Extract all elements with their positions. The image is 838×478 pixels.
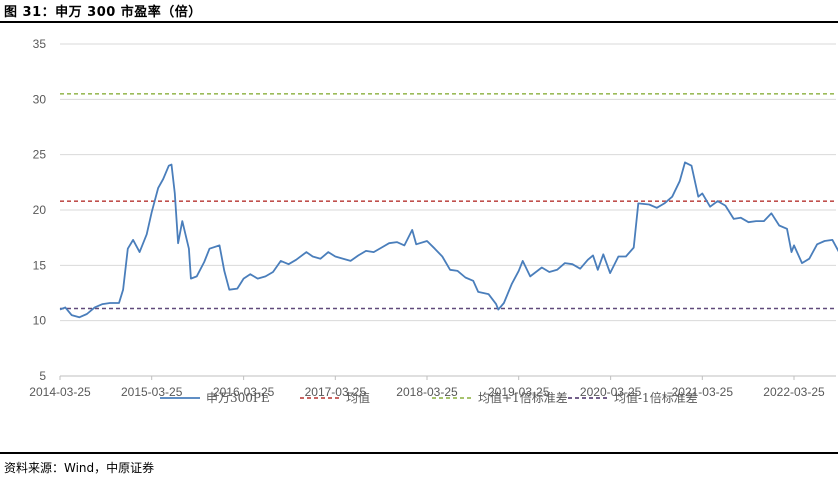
x-tick-label: 2014-03-25 xyxy=(29,385,91,399)
y-axis: 5 10 15 20 25 30 35 xyxy=(33,37,47,383)
y-tick-label: 10 xyxy=(33,314,47,328)
y-tick-label: 35 xyxy=(33,37,47,51)
y-tick-label: 20 xyxy=(33,203,47,217)
x-tick-label: 2022-03-25 xyxy=(763,385,825,399)
bottom-rule xyxy=(0,452,838,454)
pe-series xyxy=(59,161,838,319)
legend-label-3: 均值-1倍标准差 xyxy=(614,390,698,405)
y-tick-label: 15 xyxy=(33,258,47,272)
x-tick-label: 2016-03-25 xyxy=(213,385,275,399)
y-tick-label: 5 xyxy=(39,369,46,383)
legend-label-1: 均值 xyxy=(346,390,370,405)
x-tick-label: 2020-03-25 xyxy=(580,385,642,399)
pe-series-line xyxy=(59,161,838,319)
y-tick-label: 30 xyxy=(33,92,47,106)
x-tick-label: 2018-03-25 xyxy=(396,385,458,399)
x-tick-label: 2017-03-25 xyxy=(305,385,367,399)
y-tick-label: 25 xyxy=(33,148,47,162)
x-tick-label: 2015-03-25 xyxy=(121,385,183,399)
x-axis: 2014-03-25 2015-03-25 2016-03-25 2017-03-25… xyxy=(29,375,836,399)
legend: 申万300PE 均值 均值+1倍标准差 均值-1倍标准差 xyxy=(160,390,698,405)
legend-label-2: 均值+1倍标准差 xyxy=(478,390,568,405)
gridlines xyxy=(60,43,836,322)
x-tick-label: 2021-03-25 xyxy=(672,385,734,399)
reference-lines xyxy=(60,93,836,310)
top-rule xyxy=(0,21,838,23)
x-tick-label: 2019-03-25 xyxy=(488,385,550,399)
source-note: 资料来源：Wind，中原证券 xyxy=(4,461,155,475)
chart-title: 图 31：申万 300 市盈率（倍） xyxy=(4,5,202,20)
legend-label-0: 申万300PE xyxy=(206,391,270,405)
